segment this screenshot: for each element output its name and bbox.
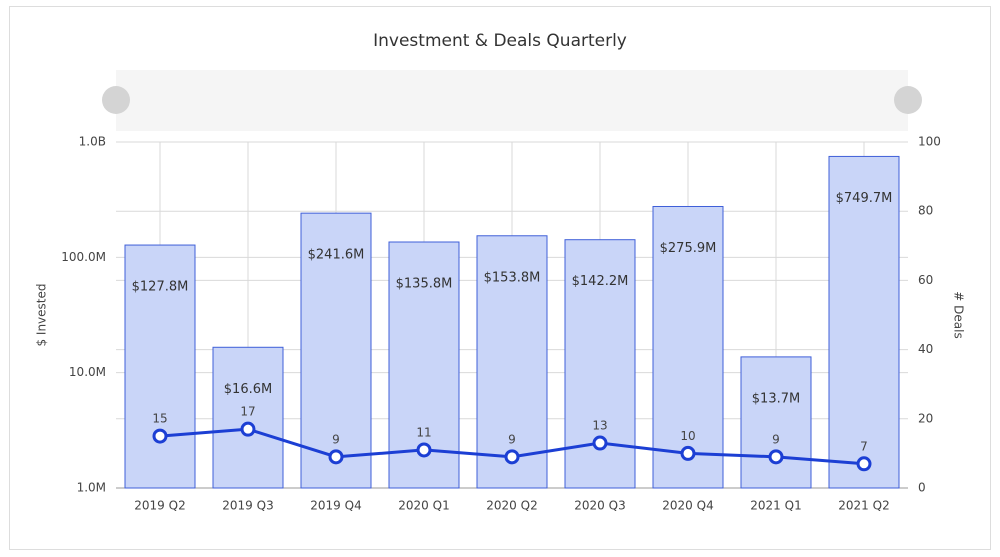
point-label: 9 bbox=[332, 432, 340, 446]
line-point bbox=[504, 449, 520, 465]
bar-value-label: $275.9M bbox=[660, 241, 717, 256]
bar bbox=[652, 205, 724, 489]
y2-axis-title: # Deals bbox=[952, 291, 966, 338]
point-label: 10 bbox=[680, 429, 695, 443]
y-tick-label: 1.0M bbox=[77, 481, 106, 495]
point-label: 9 bbox=[772, 432, 780, 446]
bar-value-label: $16.6M bbox=[224, 382, 272, 397]
bar-value-label: $749.7M bbox=[836, 191, 893, 206]
y-tick-label: 10.0M bbox=[69, 365, 106, 379]
point-label: 7 bbox=[860, 439, 868, 453]
line-point bbox=[680, 445, 696, 461]
bar bbox=[476, 235, 548, 489]
x-tick-label: 2019 Q4 bbox=[310, 499, 361, 513]
line-point bbox=[768, 449, 784, 465]
y-tick-label: 100.0M bbox=[61, 250, 106, 264]
slider-handle-left[interactable] bbox=[102, 86, 130, 114]
bar-value-label: $241.6M bbox=[308, 248, 365, 263]
point-label: 17 bbox=[240, 405, 255, 419]
y-tick-label: 1.0B bbox=[79, 135, 106, 149]
line-point bbox=[328, 449, 344, 465]
x-tick-label: 2021 Q1 bbox=[750, 499, 801, 513]
y2-tick-label: 100 bbox=[918, 135, 941, 149]
bar bbox=[828, 155, 900, 489]
y2-tick-label: 80 bbox=[918, 204, 933, 218]
bar-value-label: $142.2M bbox=[572, 274, 629, 289]
line-point bbox=[856, 456, 872, 472]
line-point bbox=[152, 428, 168, 444]
x-tick-label: 2020 Q4 bbox=[662, 499, 713, 513]
point-label: 9 bbox=[508, 432, 516, 446]
bar bbox=[212, 346, 284, 489]
line-point bbox=[240, 421, 256, 437]
bar bbox=[124, 244, 196, 489]
bar-value-label: $153.8M bbox=[484, 270, 541, 285]
point-label: 11 bbox=[416, 425, 431, 439]
x-tick-label: 2020 Q2 bbox=[486, 499, 537, 513]
bar-value-label: $135.8M bbox=[396, 277, 453, 292]
bar-value-label: $13.7M bbox=[752, 391, 800, 406]
y2-tick-label: 60 bbox=[918, 273, 933, 287]
bar bbox=[300, 212, 372, 489]
x-tick-label: 2020 Q3 bbox=[574, 499, 625, 513]
bar bbox=[740, 356, 812, 489]
line-point bbox=[592, 435, 608, 451]
x-tick-label: 2019 Q3 bbox=[222, 499, 273, 513]
y2-tick-label: 40 bbox=[918, 342, 933, 356]
x-tick-label: 2019 Q2 bbox=[134, 499, 185, 513]
y-axis-title: $ Invested bbox=[35, 283, 49, 346]
x-tick-label: 2020 Q1 bbox=[398, 499, 449, 513]
y2-tick-label: 20 bbox=[918, 411, 933, 425]
range-slider[interactable] bbox=[116, 70, 908, 131]
point-label: 13 bbox=[592, 419, 607, 433]
x-tick-label: 2021 Q2 bbox=[838, 499, 889, 513]
bar-value-label: $127.8M bbox=[132, 280, 189, 295]
line-point bbox=[416, 442, 432, 458]
slider-handle-right[interactable] bbox=[894, 86, 922, 114]
y2-tick-label: 0 bbox=[918, 481, 926, 495]
chart-title: Investment & Deals Quarterly bbox=[373, 31, 627, 51]
point-label: 15 bbox=[152, 412, 167, 426]
